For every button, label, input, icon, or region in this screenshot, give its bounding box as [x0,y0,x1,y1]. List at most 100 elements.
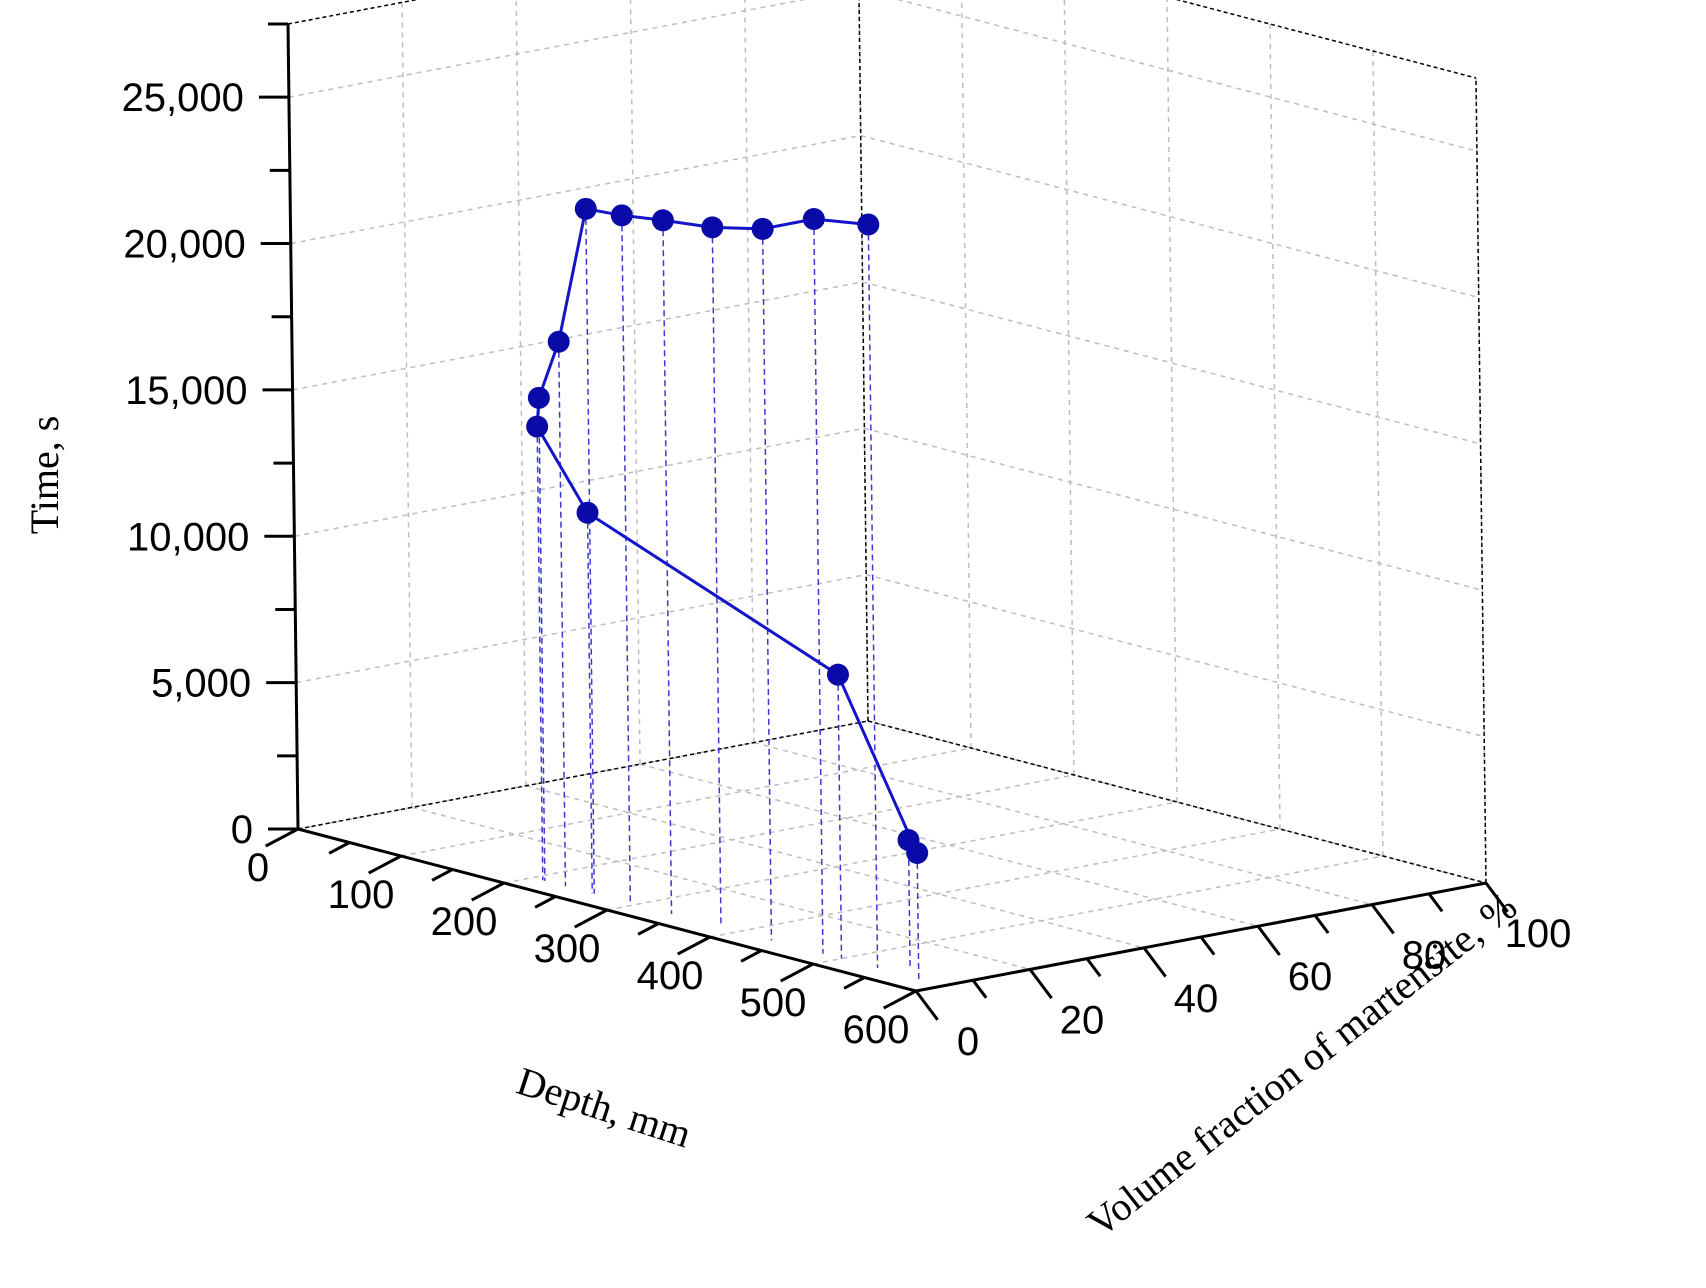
y-tick [1142,946,1167,978]
x-tick-label: 0 [247,846,269,890]
z-tick-label: 25,000 [122,76,244,120]
data-point [802,207,825,230]
y-tick [1028,968,1053,1000]
drop-line [837,674,843,959]
x-axis-title: Depth, mm [512,1058,697,1156]
wall-grid-line [860,134,1479,299]
x-tick [573,908,608,929]
z-axis-title: Time, s [22,416,67,535]
box-edge [1175,0,1477,79]
x-tick-label: 200 [431,900,498,944]
tick-labels: 05,00010,00015,00020,00025,0000100200300… [122,76,1572,1064]
x-tick [534,895,557,909]
wall-grid-line [629,0,641,765]
wall-grid-line [865,573,1485,738]
drop-line [813,218,824,954]
y-tick [971,979,988,999]
drop-line [585,208,596,894]
z-tick-label: 20,000 [123,223,245,267]
z-tick-label: 0 [231,808,253,852]
wall-grid-line [744,0,755,743]
floor-grid-line [639,763,1259,927]
box-edge [287,0,419,25]
drop-line [536,426,544,881]
y-tick-label: 100 [1505,912,1572,956]
data-point [526,415,549,438]
y-tick-label: 60 [1288,955,1333,999]
x-tick-label: 300 [534,927,601,971]
drop-line [538,397,546,881]
z-tick-label: 10,000 [127,515,249,559]
x-tick [470,881,505,902]
y-tick [1484,882,1509,913]
drop-line [557,341,567,887]
data-point [651,209,674,232]
wall-grid-line [864,427,1483,591]
wall-grid-line [294,427,865,538]
box-edge [1475,77,1487,884]
drop-line [711,227,722,928]
data-point [576,501,599,524]
wall-grid-line [897,0,1478,152]
wall-grid-line [292,281,863,391]
floor-grid-line [606,801,1178,911]
drop-line [586,512,593,894]
x-tick [637,922,660,936]
x-tick-label: 100 [328,873,395,917]
data-point [751,217,774,240]
floor-grid-line [709,828,1281,938]
y-tick [1313,914,1330,934]
y-tick [914,990,939,1021]
x-tick-label: 400 [637,954,704,998]
x-tick [676,935,711,956]
wall-grid-line [862,281,1481,445]
x-tick [843,976,866,990]
x-tick-label: 600 [843,1008,910,1052]
wall-grid-line [290,134,861,245]
y-tick [1256,925,1281,956]
z-axis-line [286,23,300,830]
data-points [526,197,929,864]
data-point [857,213,880,236]
grid-layer [287,0,1487,992]
y-tick [1370,903,1395,935]
y-tick-label: 80 [1402,934,1447,978]
y-tick [1199,936,1216,956]
data-point [826,663,849,686]
data-point [906,841,929,864]
x-tick [882,989,917,1010]
drop-line [761,228,773,941]
box-edge [858,0,869,722]
y-tick-label: 40 [1174,977,1219,1021]
series-line [535,207,919,854]
wall-grid-line [401,2,413,808]
z-tick-label: 5,000 [151,662,251,706]
floor-grid-line [400,747,972,857]
x-tick-label: 500 [740,981,807,1025]
y-axis-title: Volume fraction of martensite, % [1078,883,1524,1246]
box-edge [867,720,1487,884]
wall-grid-line [1372,50,1384,857]
drop-lines [536,208,920,979]
x-tick [431,868,454,882]
y-tick [1427,892,1444,913]
x-tick [740,949,763,963]
drop-line [621,215,632,904]
axes-frame [258,0,1509,1021]
wall-grid-line [960,0,972,749]
floor-grid-line [812,855,1384,965]
wall-grid-line [1166,0,1178,803]
y-tick-label: 20 [1060,998,1105,1042]
box-edge [297,720,869,830]
floor-grid-line [753,741,1373,906]
drop-line [907,840,911,969]
drop-line [916,852,920,979]
data-point [610,204,633,227]
wall-grid-line [1269,23,1281,830]
x-tick [779,962,814,983]
series-line-layer [535,207,919,854]
data-point [701,216,724,239]
x-tick [328,841,351,855]
wall-grid-line [296,573,867,684]
